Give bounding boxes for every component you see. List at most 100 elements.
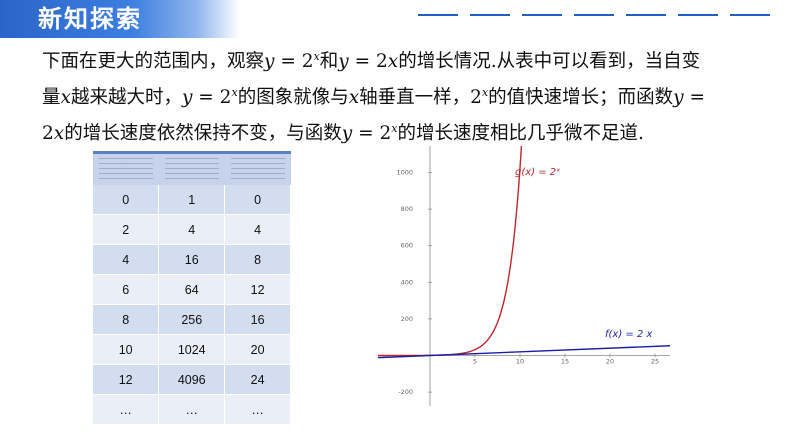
series-line-g <box>378 146 523 357</box>
series-label-f: f(x) = 2 x <box>605 329 653 340</box>
math-var: x <box>387 51 399 72</box>
table-header-illegible <box>93 151 291 185</box>
values-table: 0 1 0 2 4 4 4 16 8 6 64 12 8 256 16 10 1024 20 12 4096 24……… <box>93 151 291 425</box>
table-cell: 4 <box>158 214 226 245</box>
paragraph-line-2: 量x越来越大时，y = 2x的图象就像与x轴垂直一样，2x的值快速增长；而函数y… <box>42 80 782 116</box>
header-dash-7 <box>730 14 770 16</box>
table-cell: 64 <box>158 274 226 305</box>
function-graph: 5 10 15 20 25 1000 800 600 400 200 -200 g(x) = 2ˣ f(… <box>378 146 670 406</box>
math-text: 2 <box>470 87 482 108</box>
y-tick-label: 800 <box>401 205 413 213</box>
table-cell: 16 <box>158 244 226 275</box>
math-var: x <box>348 87 360 108</box>
math-var: x <box>60 87 71 108</box>
table-cell: 2 <box>93 214 160 245</box>
table-cell: 1024 <box>158 334 226 365</box>
text-segment: 量 <box>42 87 61 108</box>
table-cell: … <box>158 394 226 425</box>
x-tick-label: 25 <box>651 358 659 366</box>
table-cell: 4096 <box>158 364 226 395</box>
table-row: 4 16 8 <box>93 244 291 275</box>
text-segment: 越来越大时， <box>70 87 182 108</box>
header-dash-6 <box>678 14 718 16</box>
y-tick-label: 400 <box>401 278 413 286</box>
header-dash-3 <box>522 14 562 16</box>
table-cell: 8 <box>224 244 291 275</box>
math-text: = 2 <box>192 87 232 108</box>
math-exponent: x <box>391 122 398 135</box>
table-row: ……… <box>93 394 291 425</box>
math-text: = 2 <box>274 51 314 72</box>
table-cell: 0 <box>224 185 291 215</box>
header-cell <box>99 158 153 181</box>
text-segment: 的值快速增长；而函数 <box>488 87 674 108</box>
header-dash-4 <box>574 14 614 16</box>
math-exponent: x <box>313 50 320 63</box>
text-segment: 的增长速度依然保持不变，与函数 <box>64 123 342 144</box>
x-tick-label: 10 <box>516 358 524 366</box>
paragraph-line-3: 2x的增长速度依然保持不变，与函数y = 2x的增长速度相比几乎微不足道. <box>42 116 782 152</box>
table-row: 8 256 16 <box>93 304 291 335</box>
table-body: 0 1 0 2 4 4 4 16 8 6 64 12 8 256 16 10 1024 20 12 4096 24……… <box>93 185 291 425</box>
header-banner <box>0 0 240 38</box>
series-line-f <box>378 345 670 359</box>
table-cell: 8 <box>93 304 160 335</box>
math-var: y <box>341 123 353 144</box>
series-label-g: g(x) = 2ˣ <box>515 167 561 178</box>
y-tick-label: 1000 <box>396 169 413 177</box>
math-var: y <box>264 51 275 72</box>
header-cell <box>231 158 285 181</box>
header-dash-1 <box>418 14 458 16</box>
y-tick-label: -200 <box>398 388 413 396</box>
table-cell: 10 <box>93 334 160 365</box>
table-row: 10 1024 20 <box>93 334 291 365</box>
table-cell: 16 <box>224 304 291 335</box>
math-exponent: x <box>481 86 489 99</box>
math-exponent: x <box>231 86 238 99</box>
table-row: 6 64 12 <box>93 274 291 305</box>
graph-labels: 5 10 15 20 25 1000 800 600 400 200 -200 g(x) = 2ˣ f(… <box>396 167 659 396</box>
explanation-paragraph: 下面在更大的范围内，观察y = 2x和y = 2x的增长情况.从表中可以看到，当… <box>42 44 782 152</box>
text-segment: 下面在更大的范围内，观察 <box>42 51 265 72</box>
text-segment: 的增长速度相比几乎微不足道. <box>397 123 644 144</box>
math-text: = <box>683 87 706 108</box>
text-segment: 的图象就像与 <box>237 87 349 108</box>
x-tick-label: 5 <box>473 358 477 366</box>
x-tick-label: 15 <box>561 358 569 366</box>
text-segment: 轴垂直一样， <box>359 87 471 108</box>
header-dash-5 <box>626 14 666 16</box>
header-cell <box>165 158 219 181</box>
paragraph-line-1: 下面在更大的范围内，观察y = 2x和y = 2x的增长情况.从表中可以看到，当… <box>42 44 782 80</box>
table-cell: 0 <box>93 185 160 215</box>
section-title: 新知探索 <box>38 5 142 33</box>
text-segment: 的增长情况.从表中可以看到，当自变 <box>398 51 701 72</box>
table-cell: 12 <box>224 274 291 305</box>
math-var: x <box>53 123 65 144</box>
table-row: 12 4096 24 <box>93 364 291 395</box>
table-cell: 256 <box>158 304 226 335</box>
table-cell: 4 <box>93 244 160 275</box>
math-var: y <box>673 87 684 108</box>
math-text: = 2 <box>348 51 388 72</box>
table-cell: … <box>93 394 160 425</box>
math-var: y <box>338 51 349 72</box>
table-cell: 1 <box>158 185 226 215</box>
y-tick-label: 200 <box>401 315 413 323</box>
graph-curves <box>378 146 670 359</box>
x-tick-label: 20 <box>606 358 614 366</box>
math-text: 2 <box>42 123 54 144</box>
table-cell: 6 <box>93 274 160 305</box>
math-var: y <box>181 87 193 108</box>
table-cell: 24 <box>224 364 291 395</box>
table-cell: … <box>224 394 291 425</box>
table-cell: 12 <box>93 364 160 395</box>
table-cell: 4 <box>224 214 291 245</box>
header-dash-2 <box>470 14 510 16</box>
text-segment: 和 <box>319 51 339 72</box>
math-text: = 2 <box>352 123 392 144</box>
table-cell: 20 <box>224 334 291 365</box>
graph-ticks <box>378 146 670 406</box>
y-tick-label: 600 <box>401 242 413 250</box>
